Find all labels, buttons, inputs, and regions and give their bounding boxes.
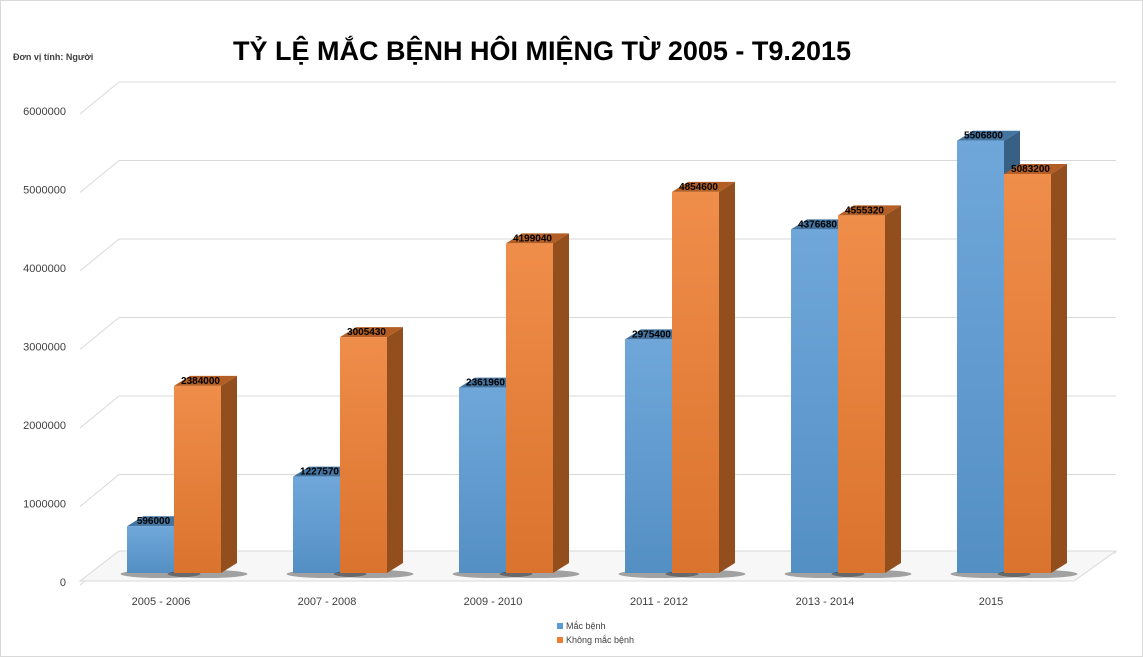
bar-side: [719, 181, 735, 574]
bar-side: [553, 233, 569, 573]
gridline-depth: [79, 474, 120, 507]
bar-side: [221, 375, 237, 573]
y-tick-label: 2000000: [23, 420, 66, 432]
data-label: 1227570: [300, 467, 339, 478]
gridline-depth: [79, 160, 120, 193]
bar-top: [957, 130, 1020, 141]
bar-mac-benh: [625, 339, 672, 573]
data-label: 2975400: [632, 329, 671, 340]
data-label: 5506800: [964, 131, 1003, 142]
bar-khong-mac-benh: [340, 337, 387, 573]
data-label: 3005430: [347, 327, 386, 338]
unit-note: Đơn vị tính: Người: [13, 52, 93, 62]
bar-khong-mac-benh: [174, 385, 221, 573]
bar-khong-mac-benh: [838, 215, 885, 573]
data-label: 5083200: [1011, 164, 1050, 175]
legend-label: Không mắc bệnh: [566, 635, 634, 645]
y-tick-label: 5000000: [23, 185, 66, 197]
bar-side: [1051, 163, 1067, 573]
bar-side: [885, 205, 901, 573]
bar-mac-benh: [293, 476, 340, 573]
bar-top: [340, 327, 403, 338]
bar-top: [672, 181, 735, 192]
x-tick-label: 2011 - 2012: [630, 596, 688, 608]
bar-top: [506, 233, 569, 244]
bar-mac-benh: [459, 387, 506, 573]
bar-mac-benh: [791, 229, 838, 574]
x-tick-label: 2005 - 2006: [132, 596, 191, 608]
bar-mac-benh: [957, 140, 1004, 574]
bar-mac-benh: [127, 526, 174, 573]
x-tick-label: 2009 - 2010: [464, 596, 523, 608]
legend-swatch: [557, 623, 563, 629]
y-tick-label: 6000000: [23, 106, 66, 118]
bar-top: [1004, 163, 1067, 174]
legend-swatch: [557, 637, 563, 643]
gridline-depth: [79, 395, 120, 429]
x-tick-label: 2007 - 2008: [298, 596, 357, 608]
bar-khong-mac-benh: [506, 243, 553, 573]
y-tick-label: 1000000: [23, 499, 66, 511]
gridline-depth: [79, 317, 120, 350]
gridline-depth: [79, 238, 120, 272]
bar-top: [838, 205, 901, 216]
data-label: 4854600: [679, 182, 718, 193]
bar-side: [387, 327, 403, 573]
y-tick-label: 0: [60, 577, 66, 589]
data-label: 2361960: [466, 378, 505, 389]
data-label: 4376680: [798, 219, 837, 230]
chart-title: TỶ LỆ MẮC BỆNH HÔI MIỆNG TỪ 2005 - T9.20…: [233, 34, 851, 66]
gridline-depth: [79, 81, 120, 115]
data-label: 596000: [137, 516, 171, 527]
y-tick-label: 4000000: [23, 263, 66, 275]
data-label: 4555320: [845, 205, 884, 216]
legend-label: Mắc bệnh: [566, 621, 606, 631]
y-tick-label: 3000000: [23, 342, 66, 354]
bar-khong-mac-benh: [672, 191, 719, 574]
x-tick-label: 2013 - 2014: [796, 596, 855, 608]
bar-top: [174, 375, 237, 386]
x-tick-label: 2015: [979, 596, 1003, 608]
data-label: 2384000: [181, 376, 220, 387]
data-label: 4199040: [513, 233, 552, 244]
bar-khong-mac-benh: [1004, 173, 1051, 573]
